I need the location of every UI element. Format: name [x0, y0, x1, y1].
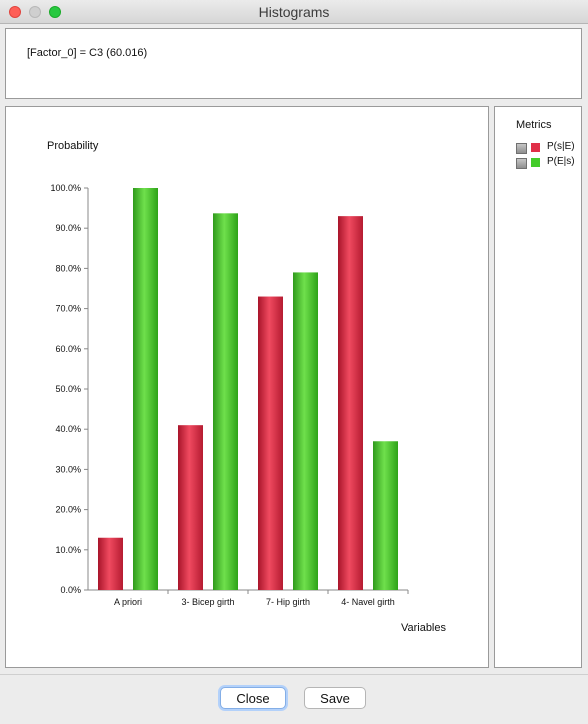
- y-tick-label: 40.0%: [55, 424, 81, 434]
- info-panel: [Factor_0] = C3 (60.016): [5, 28, 582, 99]
- y-tick-label: 90.0%: [55, 223, 81, 233]
- x-tick-label: A priori: [114, 597, 142, 607]
- x-tick-label: 4- Navel girth: [341, 597, 395, 607]
- y-tick-label: 50.0%: [55, 384, 81, 394]
- y-tick-label: 20.0%: [55, 505, 81, 515]
- bar-pes-2: [293, 272, 318, 590]
- legend-title: Metrics: [516, 119, 552, 131]
- legend-label: P(s|E): [547, 141, 575, 152]
- window-close-icon[interactable]: [9, 6, 21, 18]
- window-minimize-icon[interactable]: [29, 6, 41, 18]
- y-axis-label: Probability: [47, 140, 99, 152]
- title-bar: Histograms: [0, 0, 588, 24]
- save-button[interactable]: Save: [304, 687, 366, 709]
- series-toggle-checkbox[interactable]: [516, 143, 527, 154]
- bar-pse-0: [98, 537, 123, 590]
- bar-pes-0: [133, 188, 158, 590]
- green-swatch-icon: [531, 158, 540, 167]
- y-tick-label: 10.0%: [55, 545, 81, 555]
- y-tick-label: 80.0%: [55, 263, 81, 273]
- bar-pes-3: [373, 441, 398, 590]
- bar-pes-1: [213, 213, 238, 590]
- y-tick-label: 60.0%: [55, 344, 81, 354]
- chart-panel: Probability Variables 0.0% 10.0% 20.0% 30.0…: [5, 106, 489, 668]
- close-button[interactable]: Close: [220, 687, 286, 709]
- window-zoom-icon[interactable]: [49, 6, 61, 18]
- x-tick-label: 7- Hip girth: [266, 597, 310, 607]
- histogram-chart: Probability Variables 0.0% 10.0% 20.0% 30.0…: [47, 140, 447, 634]
- legend-label: P(E|s): [547, 156, 575, 167]
- red-swatch-icon: [531, 143, 540, 152]
- y-tick-label: 30.0%: [55, 464, 81, 474]
- y-tick-label: 100.0%: [50, 183, 81, 193]
- legend-panel: Metrics P(s|E) P(E|s): [494, 106, 582, 668]
- bar-pse-2: [258, 296, 283, 590]
- y-tick-label: 0.0%: [60, 585, 81, 595]
- window-title: Histograms: [258, 4, 330, 20]
- bar-pse-3: [338, 216, 363, 590]
- button-bar: Close Save: [0, 674, 588, 724]
- evidence-text: [Factor_0] = C3 (60.016): [27, 47, 148, 59]
- x-axis-label: Variables: [401, 622, 447, 634]
- y-tick-label: 70.0%: [55, 304, 81, 314]
- x-tick-label: 3- Bicep girth: [181, 597, 234, 607]
- series-toggle-checkbox[interactable]: [516, 158, 527, 169]
- bar-pse-1: [178, 425, 203, 590]
